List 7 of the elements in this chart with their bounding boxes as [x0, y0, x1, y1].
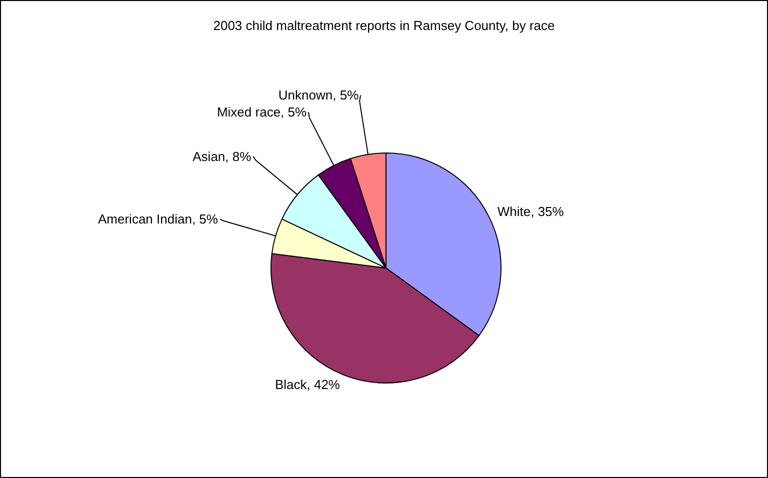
- chart-title: 2003 child maltreatment reports in Ramsey County, by race: [213, 18, 555, 33]
- slice-label: American Indian, 5%: [98, 212, 218, 227]
- slice-label: Black, 42%: [274, 376, 340, 392]
- slice-label: Asian, 8%: [192, 149, 252, 164]
- slice-label: White, 35%: [497, 204, 564, 219]
- slice-label: Unknown, 5%: [278, 88, 360, 103]
- slice-label: Mixed race, 5%: [216, 104, 307, 120]
